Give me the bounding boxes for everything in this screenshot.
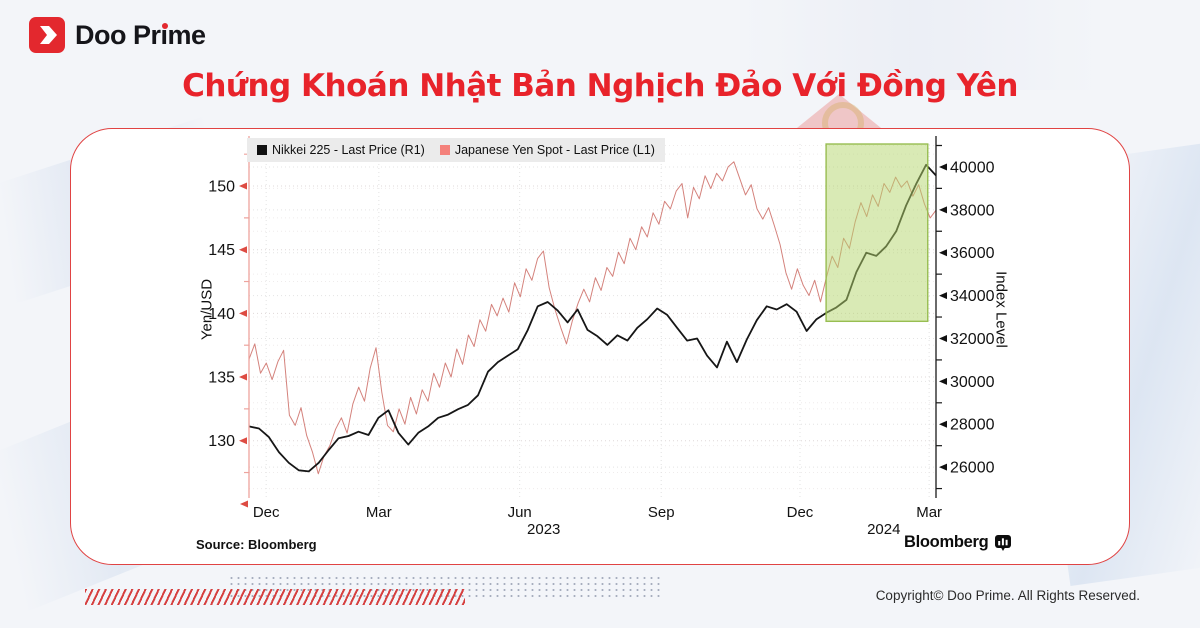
chart-canvas: 130 135 140 145 150 26000 28000 30000 32000 34000… — [208, 136, 995, 538]
x-tick-label: Mar — [916, 504, 942, 521]
legend-item-1: Japanese Yen Spot - Last Price (L1) — [439, 143, 655, 157]
right-tick-arrow — [939, 292, 947, 300]
doo-prime-logo: Doo Prime — [28, 16, 206, 54]
chart-legend: Nikkei 225 - Last Price (R1) Japanese Yen… — [247, 138, 665, 162]
bloomberg-brand: Bloomberg — [904, 533, 1012, 552]
brand-wordmark: Doo Prime — [75, 19, 206, 50]
nikkei-series-line — [248, 163, 937, 473]
left-tick-arrow — [239, 437, 247, 445]
copyright-text: Copyright© Doo Prime. All Rights Reserve… — [875, 588, 1140, 603]
brand-i-dot — [162, 22, 168, 29]
left-axis-title: Yen/USD — [198, 278, 216, 341]
legend-item-0: Nikkei 225 - Last Price (R1) — [257, 143, 425, 157]
left-tick-label: 145 — [208, 242, 235, 259]
right-tick-label: 30000 — [950, 374, 995, 391]
right-tick-arrow — [939, 377, 947, 385]
left-tick-label: 130 — [208, 433, 235, 450]
decorative-hatch-bar — [85, 589, 465, 605]
yen-series-line — [248, 161, 937, 475]
left-tick-label: 140 — [208, 306, 235, 323]
left-tick-label: 150 — [208, 179, 235, 196]
right-tick-label: 38000 — [950, 202, 995, 219]
left-axis-end-arrow — [240, 500, 248, 508]
x-tick-label: Jun — [508, 504, 532, 521]
highlight-region — [825, 143, 929, 323]
left-tick-arrow — [239, 373, 247, 381]
x-tick-label: Dec — [787, 504, 814, 521]
right-tick-label: 26000 — [950, 460, 995, 477]
x-tick-label: Sep — [648, 504, 675, 521]
legend-swatch — [439, 145, 450, 155]
x-tick-label: Mar — [366, 504, 392, 521]
bloomberg-terminal-icon — [995, 534, 1012, 551]
chart-card: 130 135 140 145 150 26000 28000 30000 32000 34000… — [70, 128, 1130, 565]
right-tick-label: 28000 — [950, 417, 995, 434]
x-tick-label: Dec — [253, 504, 280, 521]
page-title: Chứng Khoán Nhật Bản Nghịch Đảo Với Đồng… — [182, 68, 1018, 104]
left-tick-arrow — [239, 182, 247, 190]
doo-prime-logo-icon — [29, 17, 65, 53]
legend-label: Nikkei 225 - Last Price (R1) — [272, 143, 425, 157]
legend-label: Japanese Yen Spot - Last Price (L1) — [454, 143, 655, 157]
right-tick-arrow — [939, 334, 947, 342]
left-tick-label: 135 — [208, 370, 235, 387]
x-year-label: 2024 — [867, 521, 900, 538]
legend-swatch — [257, 145, 267, 155]
left-tick-arrow — [239, 309, 247, 317]
bloomberg-wordmark: Bloomberg — [904, 533, 989, 551]
right-tick-arrow — [939, 463, 947, 471]
right-tick-label: 34000 — [950, 288, 995, 305]
right-tick-label: 36000 — [950, 245, 995, 262]
x-year-label: 2023 — [527, 521, 560, 538]
right-tick-arrow — [939, 163, 947, 171]
right-axis-title: Index Level — [992, 271, 1010, 348]
right-tick-arrow — [939, 420, 947, 428]
right-tick-label: 32000 — [950, 331, 995, 348]
source-note: Source: Bloomberg — [196, 537, 317, 552]
right-tick-arrow — [939, 249, 947, 257]
right-tick-arrow — [939, 206, 947, 214]
right-tick-label: 40000 — [950, 159, 995, 176]
left-tick-arrow — [239, 246, 247, 254]
